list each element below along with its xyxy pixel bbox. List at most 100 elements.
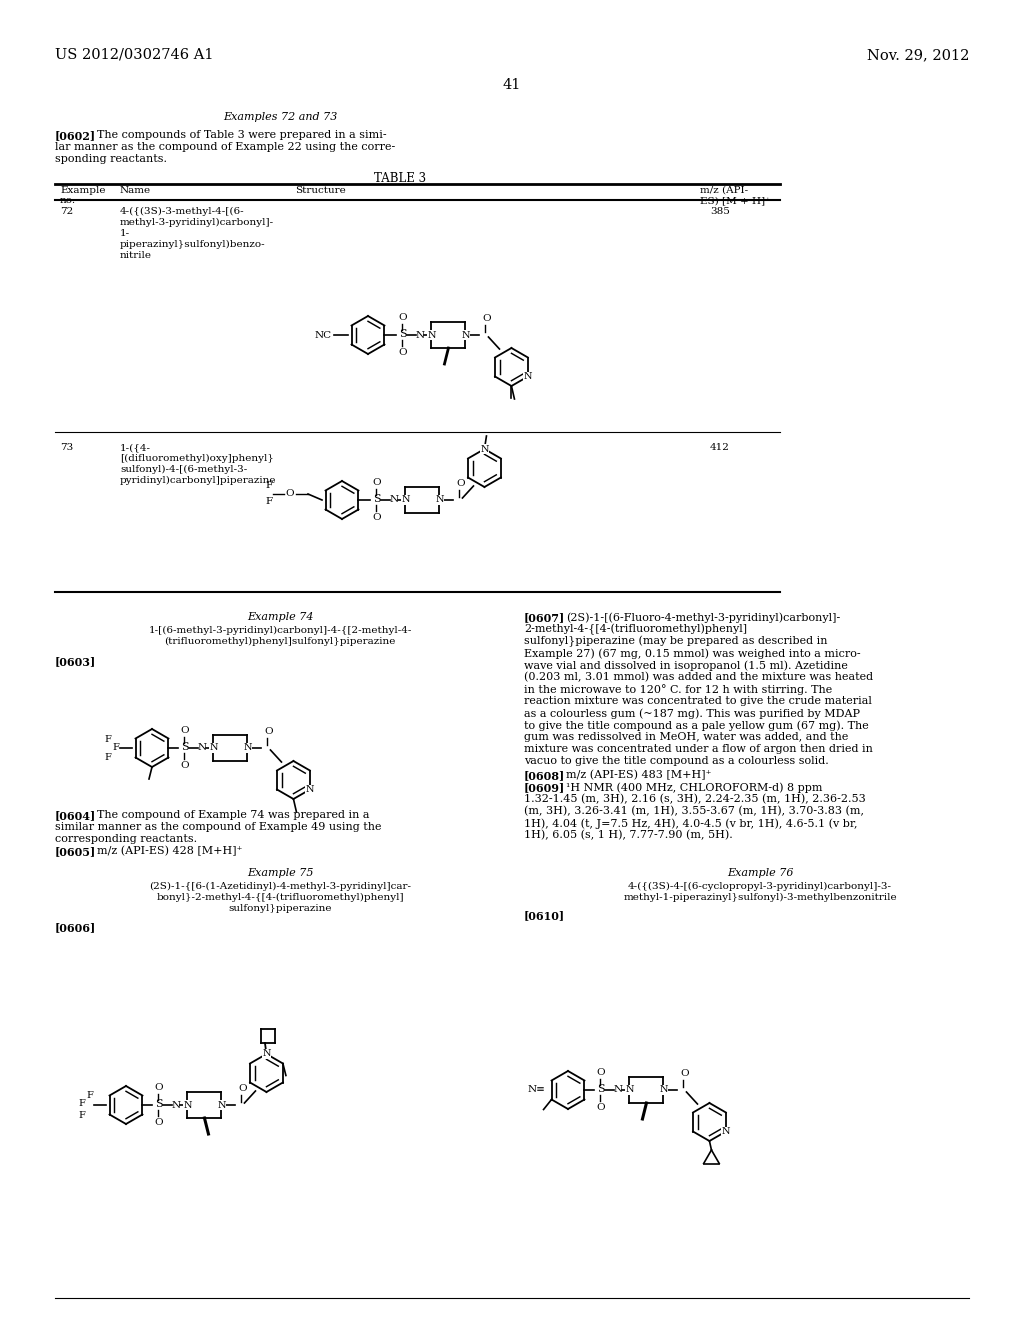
Text: 1-: 1- [120,228,130,238]
Text: N: N [244,743,252,752]
Text: ¹H NMR (400 MHz, CHLOROFORM-d) 8 ppm: ¹H NMR (400 MHz, CHLOROFORM-d) 8 ppm [566,781,822,792]
Text: Name: Name [120,186,152,195]
Text: The compounds of Table 3 were prepared in a simi-: The compounds of Table 3 were prepared i… [97,129,387,140]
Text: F: F [265,498,272,507]
Text: to give the title compound as a pale yellow gum (67 mg). The: to give the title compound as a pale yel… [524,719,868,730]
Text: nitrile: nitrile [120,251,152,260]
Text: bonyl}-2-methyl-4-{[4-(trifluoromethyl)phenyl]: bonyl}-2-methyl-4-{[4-(trifluoromethyl)p… [157,894,403,902]
Text: 41: 41 [503,78,521,92]
Text: O: O [680,1069,689,1078]
Text: O: O [398,313,407,322]
Text: N≡: N≡ [527,1085,545,1094]
Text: lar manner as the compound of Example 22 using the corre-: lar manner as the compound of Example 22… [55,143,395,152]
Text: m/z (API-ES) 428 [M+H]⁺: m/z (API-ES) 428 [M+H]⁺ [97,846,243,857]
Text: wave vial and dissolved in isopropanol (1.5 ml). Azetidine: wave vial and dissolved in isopropanol (… [524,660,848,671]
Text: O: O [155,1118,163,1127]
Text: sponding reactants.: sponding reactants. [55,154,167,164]
Text: O: O [482,314,490,323]
Text: sulfonyl}piperazine: sulfonyl}piperazine [228,904,332,913]
Text: S: S [597,1084,604,1094]
Text: S: S [373,494,380,504]
Text: [0604]: [0604] [55,810,96,821]
Text: as a colourless gum (~187 mg). This was purified by MDAP: as a colourless gum (~187 mg). This was … [524,708,860,718]
Text: US 2012/0302746 A1: US 2012/0302746 A1 [55,48,213,62]
Text: (2S)-1-[(6-Fluoro-4-methyl-3-pyridinyl)carbonyl]-: (2S)-1-[(6-Fluoro-4-methyl-3-pyridinyl)c… [566,612,841,623]
Text: S: S [398,329,407,339]
Text: sulfonyl}piperazine (may be prepared as described in: sulfonyl}piperazine (may be prepared as … [524,636,827,647]
Text: m/z (API-ES) 483 [M+H]⁺: m/z (API-ES) 483 [M+H]⁺ [566,770,712,780]
Text: N: N [183,1101,191,1110]
Text: F: F [79,1110,85,1119]
Text: 4-({(3S)-3-methyl-4-[(6-: 4-({(3S)-3-methyl-4-[(6- [120,207,245,216]
Text: Example 74: Example 74 [247,612,313,622]
Text: corresponding reactants.: corresponding reactants. [55,834,198,843]
Text: N: N [416,330,425,339]
Text: similar manner as the compound of Example 49 using the: similar manner as the compound of Exampl… [55,822,382,832]
Text: [0610]: [0610] [524,909,565,921]
Text: F: F [265,482,272,491]
Text: 72: 72 [60,207,74,216]
Text: Structure: Structure [295,186,346,195]
Text: O: O [286,490,294,499]
Text: [0608]: [0608] [524,770,565,781]
Text: O: O [456,479,465,488]
Text: N: N [262,1049,270,1059]
Text: O: O [264,727,272,737]
Text: gum was redissolved in MeOH, water was added, and the: gum was redissolved in MeOH, water was a… [524,733,848,742]
Text: O: O [372,513,381,521]
Text: F: F [87,1090,93,1100]
Text: N: N [659,1085,668,1094]
Text: [0605]: [0605] [55,846,96,857]
Text: 1.32-1.45 (m, 3H), 2.16 (s, 3H), 2.24-2.35 (m, 1H), 2.36-2.53: 1.32-1.45 (m, 3H), 2.16 (s, 3H), 2.24-2.… [524,795,865,804]
Text: methyl-3-pyridinyl)carbonyl]-: methyl-3-pyridinyl)carbonyl]- [120,218,274,227]
Text: F: F [104,752,112,762]
Text: 2-methyl-4-{[4-(trifluoromethyl)phenyl]: 2-methyl-4-{[4-(trifluoromethyl)phenyl] [524,624,748,635]
Text: N: N [614,1085,623,1094]
Text: 1-({4-: 1-({4- [120,444,151,451]
Text: N: N [427,330,435,339]
Text: O: O [180,726,188,735]
Text: 4-({(3S)-4-[(6-cyclopropyl-3-pyridinyl)carbonyl]-3-: 4-({(3S)-4-[(6-cyclopropyl-3-pyridinyl)c… [628,882,892,891]
Text: pyridinyl)carbonyl]piperazine: pyridinyl)carbonyl]piperazine [120,477,276,486]
Text: methyl-1-piperazinyl}sulfonyl)-3-methylbenzonitrile: methyl-1-piperazinyl}sulfonyl)-3-methylb… [624,894,897,902]
Text: N: N [401,495,410,504]
Text: F: F [104,734,112,743]
Text: 412: 412 [710,444,730,451]
Text: Nov. 29, 2012: Nov. 29, 2012 [866,48,969,62]
Text: in the microwave to 120° C. for 12 h with stirring. The: in the microwave to 120° C. for 12 h wit… [524,684,833,694]
Text: Example 27) (67 mg, 0.15 mmol) was weighed into a micro-: Example 27) (67 mg, 0.15 mmol) was weigh… [524,648,860,659]
Text: (trifluoromethyl)phenyl]sulfonyl}piperazine: (trifluoromethyl)phenyl]sulfonyl}piperaz… [164,638,395,645]
Text: O: O [596,1104,605,1111]
Text: N: N [435,495,443,504]
Text: sulfonyl)-4-[(6-methyl-3-: sulfonyl)-4-[(6-methyl-3- [120,465,247,474]
Text: vacuo to give the title compound as a colourless solid.: vacuo to give the title compound as a co… [524,756,828,766]
Text: [0607]: [0607] [524,612,565,623]
Text: [0609]: [0609] [524,781,565,793]
Text: O: O [596,1068,605,1077]
Text: N: N [390,495,399,504]
Text: N: N [209,743,218,752]
Text: (0.203 ml, 3.01 mmol) was added and the mixture was heated: (0.203 ml, 3.01 mmol) was added and the … [524,672,873,682]
Text: N: N [172,1101,181,1110]
Text: Example 76: Example 76 [727,869,794,878]
Text: N: N [305,785,314,795]
Text: N: N [523,372,532,381]
Text: N: N [722,1127,730,1137]
Text: The compound of Example 74 was prepared in a: The compound of Example 74 was prepared … [97,810,370,820]
Text: O: O [180,762,188,770]
Text: N: N [461,330,470,339]
Text: S: S [155,1100,162,1109]
Text: O: O [372,478,381,487]
Text: [0602]: [0602] [55,129,96,141]
Text: N: N [626,1085,634,1094]
Text: F: F [79,1098,85,1107]
Text: [0606]: [0606] [55,921,96,933]
Text: [(difluoromethyl)oxy]phenyl}: [(difluoromethyl)oxy]phenyl} [120,454,273,463]
Text: N: N [198,743,207,752]
Text: m/z (API-
ES) [M + H]⁺: m/z (API- ES) [M + H]⁺ [700,186,771,206]
Text: N: N [217,1101,225,1110]
Text: F: F [113,743,120,752]
Text: Example 75: Example 75 [247,869,313,878]
Text: 73: 73 [60,444,74,451]
Text: (m, 3H), 3.26-3.41 (m, 1H), 3.55-3.67 (m, 1H), 3.70-3.83 (m,: (m, 3H), 3.26-3.41 (m, 1H), 3.55-3.67 (m… [524,807,864,816]
